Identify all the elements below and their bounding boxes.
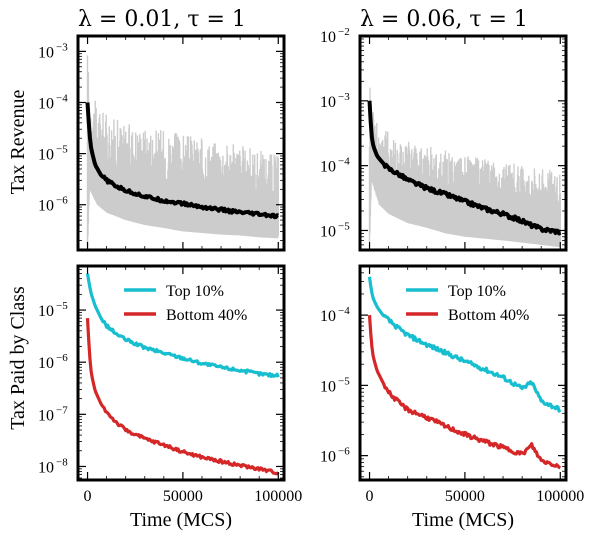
y-tick-label: 10	[320, 449, 336, 466]
x-axis-label-left: Time (MCS)	[130, 509, 232, 531]
y-tick-exponent: −4	[56, 92, 68, 104]
mean-line	[367, 100, 562, 236]
y-tick-label: 10	[38, 303, 54, 320]
top-10--line	[367, 276, 562, 413]
x-axis-label-right: Time (MCS)	[412, 509, 514, 531]
y-tick-label: 10	[38, 355, 54, 372]
y-tick-exponent: −2	[338, 26, 350, 38]
legend-label: Bottom 40%	[166, 307, 247, 324]
bottom-40--line	[367, 314, 562, 470]
plot-area	[85, 273, 280, 476]
axes-frame	[76, 264, 286, 482]
mean-line	[85, 102, 280, 220]
plot-area	[367, 276, 562, 470]
x-tick-label: 50000	[163, 488, 203, 505]
y-tick-exponent: −5	[338, 220, 350, 232]
y-tick-label: 10	[38, 459, 54, 476]
y-tick-exponent: −4	[338, 156, 350, 168]
y-tick-exponent: −8	[56, 456, 68, 468]
x-tick-label: 0	[366, 488, 374, 505]
y-tick-label: 10	[38, 95, 54, 112]
y-axis-label-top: Tax Revenue	[7, 90, 29, 195]
band-core	[87, 144, 279, 250]
y-tick-label: 10	[38, 407, 54, 424]
y-tick-label: 10	[38, 147, 54, 164]
y-tick-exponent: −4	[338, 305, 350, 317]
y-tick-label: 10	[320, 378, 336, 395]
panel-2: 10−210−310−410 −5λ = 0.06, τ = 1	[320, 7, 568, 252]
y-tick-label: 10	[320, 29, 336, 46]
y-tick-label: 10	[320, 94, 336, 111]
axes-frame	[76, 34, 286, 252]
y-tick-exponent: −6	[56, 352, 68, 364]
panel-1: 10−310−410−510 −6λ = 0.01, τ = 1	[38, 7, 286, 252]
y-tick-exponent: −5	[56, 144, 68, 156]
y-tick-label: 10	[38, 198, 54, 215]
y-tick-label: 10	[320, 159, 336, 176]
plot-area	[367, 87, 562, 250]
bottom-40--line	[85, 318, 280, 476]
axes-frame	[358, 34, 568, 252]
y-tick-exponent: −3	[56, 41, 68, 53]
y-tick-exponent: −6	[338, 446, 350, 458]
legend-label: Top 10%	[448, 283, 506, 300]
y-tick-exponent: −3	[338, 91, 350, 103]
panel-title: λ = 0.06, τ = 1	[360, 7, 528, 32]
x-tick-label: 50000	[445, 488, 485, 505]
top-10--line	[85, 273, 280, 378]
x-tick-label: 100000	[536, 488, 584, 505]
legend-label: Top 10%	[166, 283, 224, 300]
y-tick-label: 10	[320, 308, 336, 325]
band-core	[369, 145, 561, 250]
y-tick-label: 10	[38, 44, 54, 61]
y-axis-label-bottom: Tax Paid by Class	[7, 286, 29, 430]
panel-title: λ = 0.01, τ = 1	[78, 7, 246, 32]
y-tick-exponent: −5	[56, 300, 68, 312]
y-tick-exponent: −7	[56, 404, 68, 416]
y-tick-label: 10	[320, 223, 336, 240]
x-tick-label: 0	[84, 488, 92, 505]
y-tick-exponent: −5	[338, 375, 350, 387]
x-tick-label: 100000	[254, 488, 302, 505]
axes-frame	[358, 264, 568, 482]
plot-area	[85, 55, 280, 250]
y-tick-exponent: −6	[56, 195, 68, 207]
panels: 10−310−410−510 −6λ = 0.01, τ = 110 −210 −31…	[38, 7, 584, 505]
legend-label: Bottom 40%	[448, 307, 529, 324]
